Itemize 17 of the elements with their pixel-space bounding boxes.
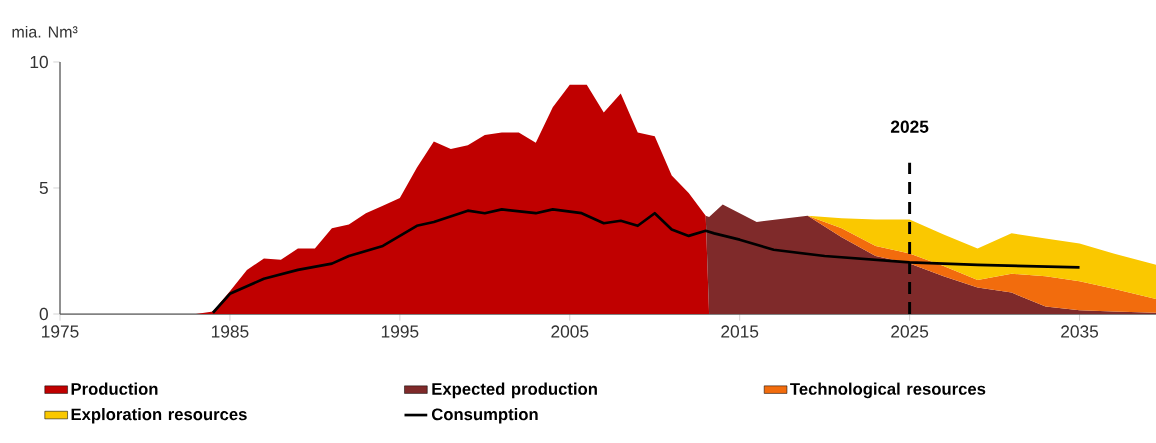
x-tick-label: 1975: [42, 325, 79, 338]
x-tick-label: 2005: [551, 325, 589, 338]
x-tick-label: 2035: [1061, 325, 1099, 338]
y-tick-label: 10: [30, 55, 48, 69]
legend-label: Consumption: [431, 408, 538, 424]
x-tick-label: 2015: [721, 325, 759, 338]
x-tick-label: 2025: [891, 325, 929, 338]
legend-label: Production: [71, 382, 158, 395]
y-tick-label: 5: [39, 181, 48, 195]
legend-label: Technological resources: [790, 382, 986, 399]
legend-label: Exploration resources: [71, 408, 247, 424]
x-tick-label: 1985: [211, 325, 249, 338]
x-tick-label: 1995: [381, 325, 419, 338]
legend-label: Expected production: [432, 382, 597, 399]
ref-line-label: 2025: [890, 120, 929, 133]
y-axis-title: mia. Nm³: [12, 25, 78, 38]
y-tick-label: 0: [39, 307, 48, 321]
